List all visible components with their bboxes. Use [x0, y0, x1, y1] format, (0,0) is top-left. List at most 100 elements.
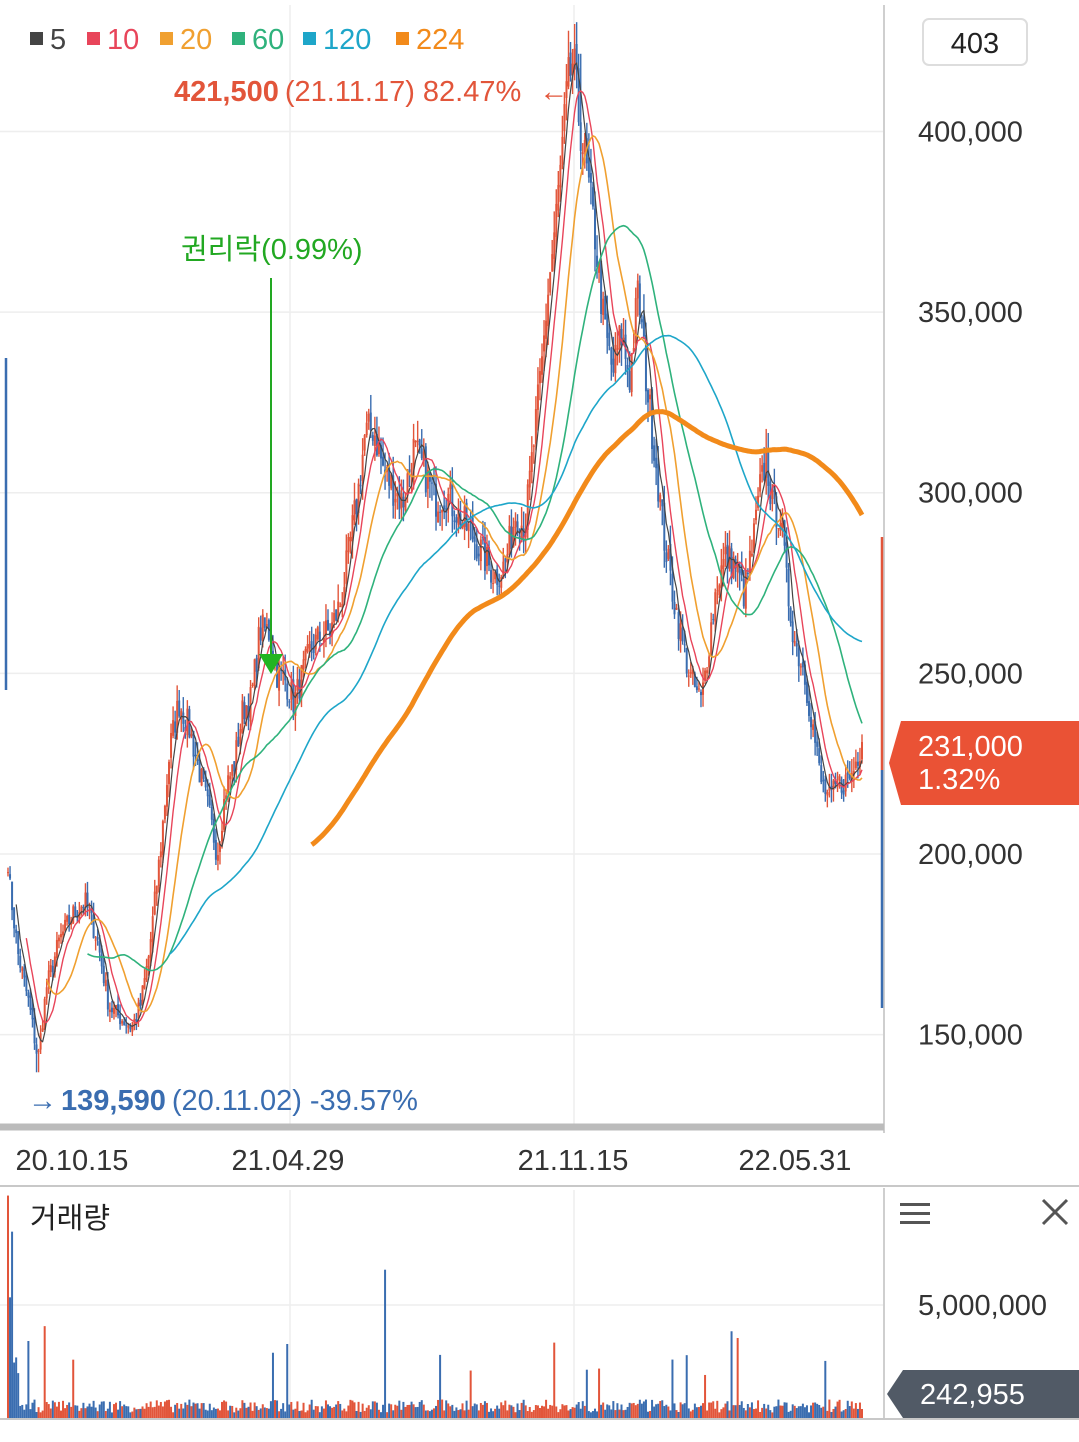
volume-bar	[135, 1409, 138, 1418]
menu-icon[interactable]	[900, 1203, 930, 1224]
volume-bar	[695, 1407, 698, 1418]
volume-bar	[675, 1410, 678, 1418]
volume-bar	[638, 1399, 641, 1418]
candle-body	[693, 673, 696, 687]
candle-body	[43, 998, 46, 1030]
volume-bar	[439, 1354, 442, 1418]
volume-bar	[785, 1402, 788, 1418]
candle-body	[318, 631, 321, 641]
candle-body	[565, 81, 568, 98]
volume-bar	[854, 1403, 857, 1418]
close-icon[interactable]	[1041, 1198, 1069, 1226]
candle-body	[516, 521, 519, 533]
volume-bar	[326, 1404, 329, 1418]
volume-bar	[591, 1411, 594, 1418]
candle-body	[555, 203, 558, 237]
candle-body	[404, 499, 407, 511]
volume-bar	[121, 1406, 124, 1418]
volume-bar	[294, 1408, 297, 1418]
candle-body	[738, 564, 741, 574]
candle-body	[459, 513, 462, 529]
volume-bar	[300, 1410, 303, 1418]
volume-bar	[850, 1401, 853, 1418]
candle-body	[834, 779, 837, 784]
candle-body	[288, 701, 291, 703]
volume-bar	[88, 1403, 91, 1418]
volume-bar	[748, 1407, 751, 1418]
candle-body	[394, 498, 397, 503]
candle-body	[17, 931, 20, 955]
volume-bar	[848, 1406, 851, 1418]
candle-body	[681, 627, 684, 642]
candle-body	[414, 440, 417, 443]
volume-bar	[347, 1405, 350, 1418]
candle-body	[801, 662, 804, 668]
volume-bar	[176, 1402, 179, 1418]
candle-body	[449, 484, 452, 490]
candle-body	[775, 496, 778, 528]
volume-bar	[441, 1399, 444, 1418]
volume-bar	[265, 1408, 268, 1418]
volume-bar	[526, 1411, 529, 1418]
candle-body	[547, 294, 550, 327]
candle-body	[669, 543, 672, 571]
volume-bar	[233, 1412, 236, 1418]
candle-body	[367, 413, 370, 422]
volume-bar	[33, 1399, 36, 1418]
indicator-box[interactable]	[922, 18, 1028, 66]
volume-bar	[500, 1402, 503, 1418]
volume-bar	[589, 1412, 592, 1418]
candle-body	[139, 999, 142, 1006]
candle-body	[47, 970, 50, 986]
candle-body	[755, 509, 758, 521]
volume-bar	[734, 1405, 737, 1418]
candle-body	[37, 1050, 40, 1052]
volume-bar	[379, 1412, 382, 1418]
volume-bar	[92, 1400, 95, 1418]
volume-bar	[359, 1411, 362, 1418]
volume-bar	[57, 1401, 60, 1418]
volume-bar	[194, 1403, 197, 1418]
volume-bar	[276, 1400, 279, 1418]
volume-bar	[583, 1405, 586, 1418]
volume-bar	[306, 1410, 309, 1418]
volume-bar	[117, 1409, 120, 1418]
volume-bar	[712, 1401, 715, 1418]
volume-bar	[282, 1403, 285, 1418]
volume-bar	[861, 1408, 863, 1418]
candle-body	[759, 474, 762, 492]
candle-body	[557, 184, 560, 211]
volume-bar	[551, 1405, 554, 1418]
candle-body	[587, 157, 590, 178]
candle-body	[626, 364, 629, 371]
volume-bar	[593, 1408, 596, 1418]
candle-body	[730, 548, 733, 579]
candle-body	[750, 553, 753, 556]
candle-body	[373, 435, 376, 446]
volume-bar	[408, 1404, 411, 1418]
volume-bar	[115, 1402, 118, 1418]
ma-line-5	[15, 62, 863, 1043]
volume-bar	[155, 1400, 158, 1418]
candle-body	[33, 1017, 36, 1044]
candle-body	[473, 536, 476, 542]
y-tick-2: 300,000	[918, 478, 1023, 510]
volume-bar	[62, 1400, 65, 1418]
candle-body	[528, 470, 531, 488]
candle-body	[844, 774, 847, 792]
volume-bar	[320, 1406, 323, 1418]
ma-legend[interactable]: 5 10 20 60 120 224	[30, 24, 464, 56]
volume-bar	[616, 1403, 619, 1418]
volume-bar	[651, 1399, 654, 1418]
candle-body	[852, 771, 855, 776]
volume-bar	[435, 1405, 438, 1418]
volume-bar	[777, 1399, 780, 1418]
volume-bar	[172, 1412, 175, 1418]
volume-bar	[241, 1400, 244, 1418]
volume-bar	[208, 1403, 211, 1418]
candle-body	[818, 748, 821, 764]
min-annotation-date: (20.11.02)	[172, 1085, 302, 1117]
candle-body	[485, 546, 488, 567]
candle-body	[832, 780, 835, 791]
